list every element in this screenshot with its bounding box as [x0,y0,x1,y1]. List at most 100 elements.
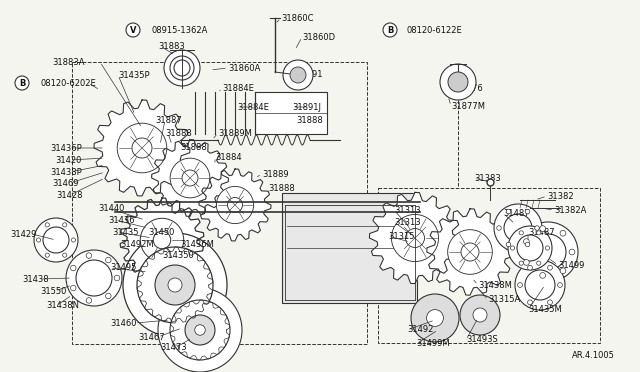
Circle shape [548,265,552,270]
Circle shape [140,218,184,262]
Circle shape [168,278,182,292]
Bar [255,92,327,134]
Circle shape [15,76,29,90]
Text: 31891J: 31891J [292,103,321,112]
Polygon shape [369,192,461,283]
Circle shape [473,308,487,322]
Circle shape [106,293,111,299]
Text: 31420: 31420 [55,155,81,164]
Circle shape [506,242,511,247]
Circle shape [440,64,476,100]
Text: 31436: 31436 [108,215,134,224]
Text: 31883A: 31883A [52,58,84,67]
Circle shape [460,295,500,335]
Circle shape [545,246,550,250]
Polygon shape [152,140,228,217]
Text: 31493S: 31493S [466,336,498,344]
Text: 08915-1362A: 08915-1362A [152,26,209,35]
Circle shape [70,285,76,291]
Text: 31492M: 31492M [120,240,154,248]
Text: 31884E: 31884E [237,103,269,112]
Text: 31884E: 31884E [222,83,254,93]
Circle shape [392,214,438,262]
Circle shape [34,218,78,262]
Text: 31888: 31888 [296,115,323,125]
Circle shape [519,261,524,265]
Circle shape [86,253,92,258]
Circle shape [560,268,566,274]
Text: 31860A: 31860A [228,64,260,73]
Text: 31889: 31889 [262,170,289,179]
Circle shape [497,226,501,230]
Circle shape [195,325,205,335]
Circle shape [508,226,552,270]
Text: 31435P: 31435P [118,71,150,80]
Text: B: B [387,26,393,35]
Text: 31499: 31499 [558,260,584,269]
Text: 31492: 31492 [407,326,433,334]
Text: 31887: 31887 [155,115,182,125]
Text: V: V [130,26,136,35]
Circle shape [86,298,92,303]
Text: 08120-6202E: 08120-6202E [40,78,96,87]
Polygon shape [94,100,190,196]
Circle shape [383,23,397,37]
Text: 314350: 314350 [162,251,194,260]
Circle shape [510,246,515,250]
Circle shape [525,270,555,300]
Text: 31891: 31891 [296,70,323,78]
Polygon shape [120,198,204,282]
Circle shape [548,300,552,305]
Polygon shape [427,209,513,295]
Circle shape [569,249,575,255]
Bar [72,62,367,344]
Circle shape [530,234,566,270]
Circle shape [515,260,565,310]
Text: 31438N: 31438N [46,301,79,311]
Circle shape [525,209,530,214]
Circle shape [155,265,195,305]
Circle shape [174,60,190,76]
Circle shape [126,23,140,37]
Circle shape [518,222,578,282]
Circle shape [36,238,40,242]
Text: 31382A: 31382A [554,205,586,215]
Bar [378,188,600,343]
Text: 31438P: 31438P [50,167,82,176]
Text: B: B [19,78,25,87]
Text: 31315: 31315 [388,231,415,241]
Circle shape [504,214,532,242]
Text: 31467: 31467 [138,333,164,341]
Text: 31450: 31450 [148,228,174,237]
Circle shape [518,283,522,288]
Text: 31473: 31473 [160,343,187,353]
Circle shape [537,231,541,235]
Text: 31888: 31888 [268,183,295,192]
Circle shape [406,228,424,247]
Text: 08120-6122E: 08120-6122E [407,26,463,35]
Circle shape [527,265,532,270]
Circle shape [461,243,479,261]
Text: 31435M: 31435M [528,305,562,314]
Text: 31877M: 31877M [451,102,485,110]
Text: 31383: 31383 [474,173,500,183]
Circle shape [519,231,524,235]
Text: 31382: 31382 [547,192,573,201]
Circle shape [227,198,243,212]
Text: 31883: 31883 [158,42,185,51]
Text: 31487: 31487 [503,208,530,218]
Circle shape [63,253,67,257]
Text: 31487: 31487 [528,228,555,237]
Circle shape [560,230,566,236]
Text: 31460: 31460 [110,318,136,327]
Circle shape [76,260,112,296]
Circle shape [506,209,511,214]
Text: 31429: 31429 [10,230,36,238]
Circle shape [170,56,194,80]
Circle shape [537,261,541,265]
Circle shape [170,158,210,198]
Polygon shape [199,169,271,241]
Text: 31436M: 31436M [180,240,214,248]
Text: 31860C: 31860C [281,13,314,22]
Circle shape [137,247,213,323]
